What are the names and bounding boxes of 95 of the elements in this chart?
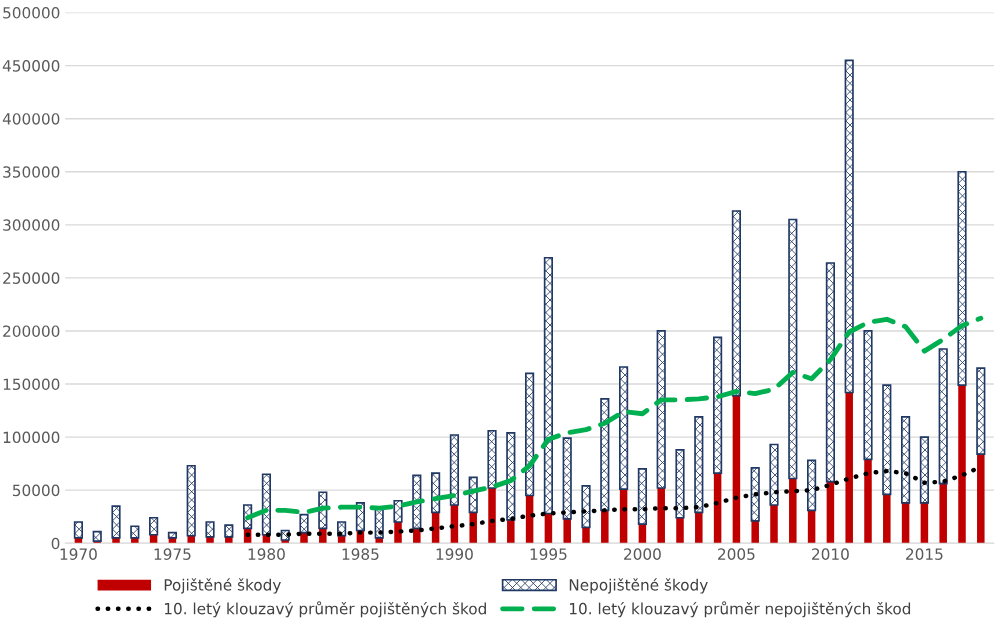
bar [694,416,704,514]
legend-label: Pojištěné škody [164,578,281,594]
bar [789,478,797,544]
bar [261,473,272,536]
bar [167,531,178,539]
bar [751,520,759,544]
y-tick-label: 300000 [3,219,60,231]
bar [750,467,760,522]
line-series [245,315,984,521]
y-tick-label: 100000 [3,431,60,444]
x-tick-label: 2005 [718,548,755,560]
bar [319,528,327,544]
bar [393,499,403,523]
bar [901,502,910,544]
y-tick-label: 0 [51,537,60,550]
y-tick-label: 450000 [2,60,60,72]
bar [864,459,872,544]
bar [863,330,873,461]
bar [675,448,685,519]
bar [601,510,609,544]
legend-label: 10. letý klouzavý průměr pojištěných škod [164,601,486,618]
bar [844,59,854,394]
bar [657,488,665,544]
bar [695,512,703,544]
bar [770,505,778,544]
x-tick-label: 2010 [812,548,849,560]
bar [224,524,234,538]
bar [525,372,535,497]
y-tick-label: 200000 [3,325,60,337]
bar [149,516,159,536]
x-tick-label: 1995 [530,548,567,560]
y-tick-label: 400000 [2,113,60,125]
bar [600,398,610,512]
y-tick-label: 50000 [12,484,60,497]
x-tick-label: 1990 [436,548,473,560]
bar [299,513,309,534]
bar [807,510,816,544]
bar [958,385,966,544]
bar [111,505,121,539]
x-tick-label: 1980 [248,548,285,560]
bar [449,434,460,506]
y-tick-label: 150000 [3,378,60,391]
bar [563,518,571,544]
bar [543,256,554,515]
bar [92,530,102,542]
bar [676,517,684,544]
bar [582,527,590,544]
bar [977,454,985,544]
bar [619,366,629,490]
x-tick-label: 2000 [624,548,661,560]
bar [413,528,421,544]
bar [901,416,911,504]
bar [300,532,308,544]
bar [788,218,798,480]
x-tick-label: 1970 [60,548,97,560]
bar [544,513,553,544]
bar [507,519,515,544]
y-tick-label: 500000 [3,7,60,19]
bar [469,512,477,544]
bar [487,429,497,489]
bar [845,392,853,544]
bar [656,330,666,489]
y-tick-label: 250000 [3,272,60,284]
bar [826,481,835,544]
bar [731,210,742,397]
bar [938,348,948,485]
bar [637,468,648,525]
bar [807,459,817,512]
bar [957,170,967,386]
bar [713,336,723,475]
bar [205,521,215,538]
bar [506,432,516,521]
y-tick-label: 350000 [3,166,60,178]
bar [883,494,891,544]
bar [562,437,572,520]
bar [412,474,422,530]
bar [976,367,986,455]
bar [732,395,741,544]
bar [186,464,196,537]
bar [130,525,140,539]
x-tick-label: 1975 [154,548,191,560]
bar [581,485,591,529]
x-tick-label: 1985 [342,548,379,560]
bar [920,502,929,544]
bar [882,384,892,496]
bar [919,436,929,504]
bar [939,483,947,544]
legend-label: 10. letý klouzavý průměr nepojištěných škod [569,601,911,618]
x-tick-label: 2015 [906,548,943,560]
bar [73,521,84,539]
bar [394,521,402,544]
bar [769,443,779,506]
bar [825,262,835,483]
legend-label: Nepojištěné škody [569,578,708,594]
bar [488,488,496,544]
